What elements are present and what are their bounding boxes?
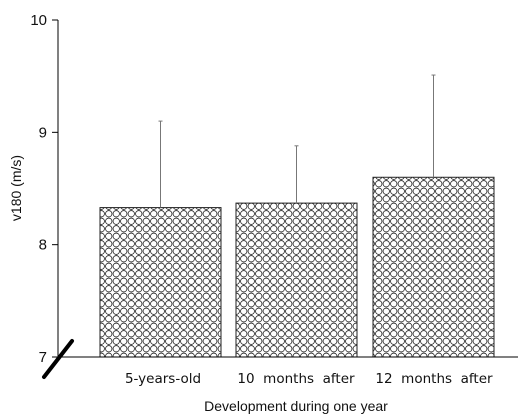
bars-layer [99,176,495,358]
bar-3 [372,176,495,358]
axis-break-mark [42,339,74,379]
x-category-label: 5-years-old [125,371,201,387]
x-labels-layer: 5-years-old 10 months after 12 months afte… [125,371,493,387]
y-tick-label: 10 [30,12,47,29]
y-tick-label: 8 [39,237,47,254]
y-tick-label: 7 [39,349,47,366]
error-bars-layer [158,74,436,208]
y-tick-label: 9 [39,124,47,141]
bar-2 [235,202,358,358]
y-ticks-layer: 7 8 9 10 [30,12,58,366]
x-axis-title: Development during one year [204,398,388,414]
bar-1 [99,207,222,358]
y-axis-title: v180 (m/s) [8,155,24,221]
x-category-label: 10 months after [237,371,355,387]
x-category-label: 12 months after [375,371,493,387]
